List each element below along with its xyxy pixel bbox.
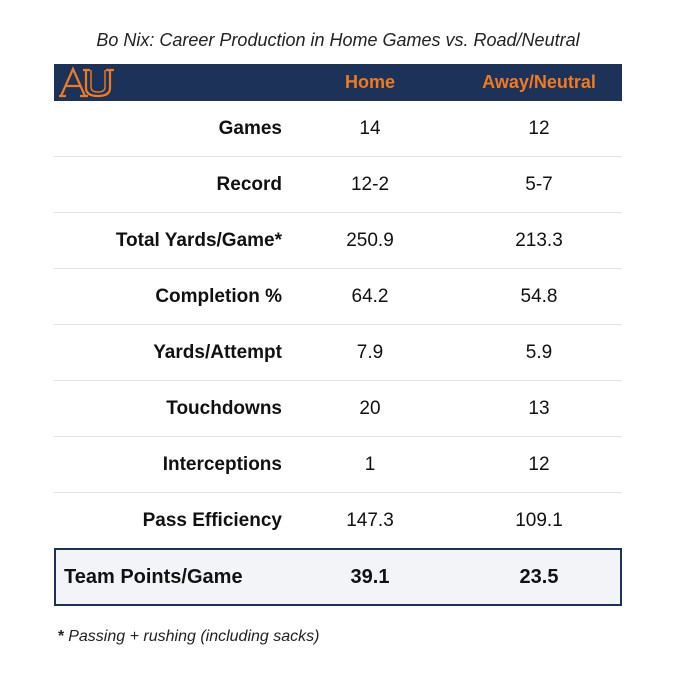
home-value: 64.2 xyxy=(351,286,389,307)
row-label: Total Yards/Game* xyxy=(115,230,282,251)
total-away-value: 23.5 xyxy=(519,566,559,588)
away-value: 109.1 xyxy=(515,510,563,531)
row-label: Pass Efficiency xyxy=(142,510,282,531)
away-value: 12 xyxy=(528,118,550,139)
total-home-value: 39.1 xyxy=(350,566,390,588)
home-value: 20 xyxy=(359,398,381,419)
auburn-au-logo-icon xyxy=(59,66,114,98)
row-label: Completion % xyxy=(155,286,282,307)
table-header: Home Away/Neutral xyxy=(54,64,622,101)
column-header-away: Away/Neutral xyxy=(482,72,596,92)
away-value: 213.3 xyxy=(515,230,563,251)
away-value: 12 xyxy=(528,454,550,475)
row-label: Touchdowns xyxy=(166,398,282,419)
stats-table: Home Away/Neutral Games 14 12 Record 12-… xyxy=(54,64,622,549)
table-row: Completion % 64.2 54.8 xyxy=(54,269,622,325)
home-value: 12-2 xyxy=(350,174,390,195)
table-row: Interceptions 1 12 xyxy=(54,437,622,493)
total-row: Team Points/Game 39.1 23.5 xyxy=(54,548,622,606)
table-row: Pass Efficiency 147.3 109.1 xyxy=(54,493,622,549)
home-value: 1 xyxy=(364,454,376,475)
footnote-text: Passing + rushing (including sacks) xyxy=(68,628,320,645)
table-row: Total Yards/Game* 250.9 213.3 xyxy=(54,213,622,269)
table-row: Record 12-2 5-7 xyxy=(54,157,622,213)
footnote-marker: * xyxy=(58,628,65,645)
total-row-label: Team Points/Game xyxy=(64,566,243,588)
table-row: Touchdowns 20 13 xyxy=(54,381,622,437)
away-value: 54.8 xyxy=(520,286,558,307)
column-header-home: Home xyxy=(344,72,395,92)
table-row: Games 14 12 xyxy=(54,101,622,157)
away-value: 13 xyxy=(528,398,550,419)
row-label: Interceptions xyxy=(162,454,282,475)
away-value: 5-7 xyxy=(525,174,553,195)
row-label: Games xyxy=(218,118,282,139)
table-row: Yards/Attempt 7.9 5.9 xyxy=(54,325,622,381)
away-value: 5.9 xyxy=(525,342,553,363)
home-value: 14 xyxy=(359,118,381,139)
home-value: 147.3 xyxy=(346,510,394,531)
home-value: 7.9 xyxy=(356,342,384,363)
footnote: * Passing + rushing (including sacks) xyxy=(58,628,319,646)
row-label: Yards/Attempt xyxy=(153,342,282,363)
row-label: Record xyxy=(216,174,282,195)
home-value: 250.9 xyxy=(346,230,394,251)
chart-title: Bo Nix: Career Production in Home Games … xyxy=(96,30,580,50)
